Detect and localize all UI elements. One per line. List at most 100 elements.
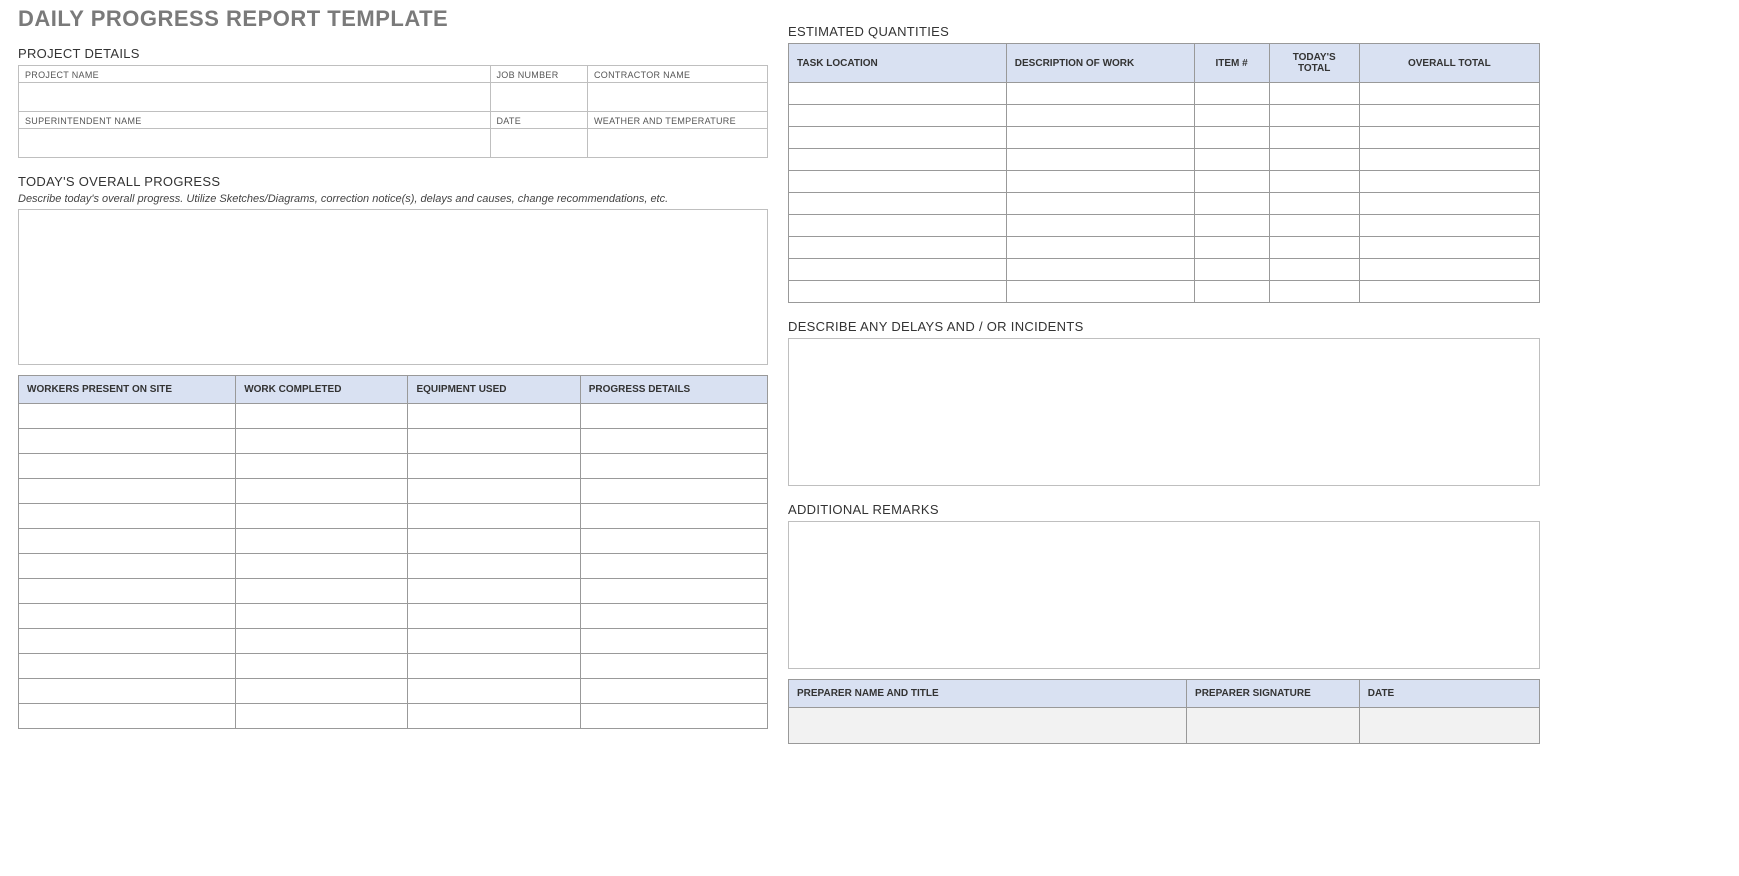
table-cell[interactable]: [1269, 259, 1359, 281]
table-cell[interactable]: [236, 479, 408, 504]
table-cell[interactable]: [789, 259, 1007, 281]
date-field[interactable]: [491, 128, 589, 158]
table-cell[interactable]: [580, 604, 767, 629]
table-cell[interactable]: [19, 479, 236, 504]
table-cell[interactable]: [236, 704, 408, 729]
table-cell[interactable]: [1269, 193, 1359, 215]
table-cell[interactable]: [408, 704, 580, 729]
table-cell[interactable]: [1359, 127, 1539, 149]
table-cell[interactable]: [1269, 127, 1359, 149]
table-cell[interactable]: [580, 679, 767, 704]
table-cell[interactable]: [789, 193, 1007, 215]
table-cell[interactable]: [789, 83, 1007, 105]
table-cell[interactable]: [1006, 83, 1194, 105]
table-cell[interactable]: [1006, 149, 1194, 171]
table-cell[interactable]: [19, 629, 236, 654]
table-cell[interactable]: [236, 504, 408, 529]
table-cell[interactable]: [19, 679, 236, 704]
table-cell[interactable]: [236, 454, 408, 479]
table-cell[interactable]: [580, 529, 767, 554]
table-cell[interactable]: [408, 479, 580, 504]
table-cell[interactable]: [408, 654, 580, 679]
table-cell[interactable]: [580, 554, 767, 579]
table-cell[interactable]: [789, 105, 1007, 127]
table-cell[interactable]: [19, 604, 236, 629]
table-cell[interactable]: [1006, 215, 1194, 237]
table-cell[interactable]: [580, 429, 767, 454]
table-cell[interactable]: [236, 654, 408, 679]
table-cell[interactable]: [408, 579, 580, 604]
table-cell[interactable]: [408, 404, 580, 429]
table-cell[interactable]: [1194, 127, 1269, 149]
table-cell[interactable]: [1269, 171, 1359, 193]
table-cell[interactable]: [1006, 237, 1194, 259]
table-cell[interactable]: [1194, 281, 1269, 303]
table-cell[interactable]: [1269, 149, 1359, 171]
table-cell[interactable]: [408, 629, 580, 654]
table-cell[interactable]: [19, 554, 236, 579]
table-cell[interactable]: [1359, 83, 1539, 105]
table-cell[interactable]: [580, 704, 767, 729]
table-cell[interactable]: [408, 604, 580, 629]
table-cell[interactable]: [1359, 215, 1539, 237]
table-cell[interactable]: [236, 429, 408, 454]
table-cell[interactable]: [1194, 171, 1269, 193]
table-cell[interactable]: [1269, 281, 1359, 303]
table-cell[interactable]: [1359, 237, 1539, 259]
table-cell[interactable]: [236, 554, 408, 579]
table-cell[interactable]: [1006, 127, 1194, 149]
table-cell[interactable]: [1269, 83, 1359, 105]
table-cell[interactable]: [1194, 259, 1269, 281]
table-cell[interactable]: [19, 704, 236, 729]
signoff-signature-field[interactable]: [1187, 708, 1360, 744]
superintendent-name-field[interactable]: [18, 128, 491, 158]
overall-progress-textarea[interactable]: [18, 209, 768, 365]
table-cell[interactable]: [1269, 105, 1359, 127]
table-cell[interactable]: [1194, 149, 1269, 171]
table-cell[interactable]: [19, 429, 236, 454]
table-cell[interactable]: [1006, 259, 1194, 281]
table-cell[interactable]: [408, 679, 580, 704]
table-cell[interactable]: [236, 679, 408, 704]
delays-textarea[interactable]: [788, 338, 1540, 486]
table-cell[interactable]: [1359, 171, 1539, 193]
table-cell[interactable]: [580, 454, 767, 479]
remarks-textarea[interactable]: [788, 521, 1540, 669]
project-name-field[interactable]: [18, 82, 491, 112]
table-cell[interactable]: [789, 237, 1007, 259]
table-cell[interactable]: [408, 554, 580, 579]
table-cell[interactable]: [1269, 237, 1359, 259]
table-cell[interactable]: [580, 404, 767, 429]
table-cell[interactable]: [236, 629, 408, 654]
table-cell[interactable]: [1269, 215, 1359, 237]
table-cell[interactable]: [19, 404, 236, 429]
table-cell[interactable]: [1194, 105, 1269, 127]
table-cell[interactable]: [1359, 105, 1539, 127]
table-cell[interactable]: [1194, 237, 1269, 259]
table-cell[interactable]: [408, 429, 580, 454]
table-cell[interactable]: [789, 215, 1007, 237]
table-cell[interactable]: [580, 629, 767, 654]
table-cell[interactable]: [19, 654, 236, 679]
table-cell[interactable]: [1359, 193, 1539, 215]
table-cell[interactable]: [580, 479, 767, 504]
table-cell[interactable]: [236, 579, 408, 604]
job-number-field[interactable]: [491, 82, 589, 112]
table-cell[interactable]: [1359, 149, 1539, 171]
table-cell[interactable]: [789, 281, 1007, 303]
weather-field[interactable]: [588, 128, 768, 158]
table-cell[interactable]: [789, 171, 1007, 193]
table-cell[interactable]: [19, 579, 236, 604]
table-cell[interactable]: [236, 404, 408, 429]
signoff-date-field[interactable]: [1359, 708, 1539, 744]
table-cell[interactable]: [408, 529, 580, 554]
table-cell[interactable]: [1006, 105, 1194, 127]
table-cell[interactable]: [1359, 281, 1539, 303]
table-cell[interactable]: [1359, 259, 1539, 281]
table-cell[interactable]: [19, 454, 236, 479]
table-cell[interactable]: [789, 149, 1007, 171]
table-cell[interactable]: [1194, 83, 1269, 105]
table-cell[interactable]: [1006, 281, 1194, 303]
table-cell[interactable]: [408, 454, 580, 479]
table-cell[interactable]: [1194, 193, 1269, 215]
